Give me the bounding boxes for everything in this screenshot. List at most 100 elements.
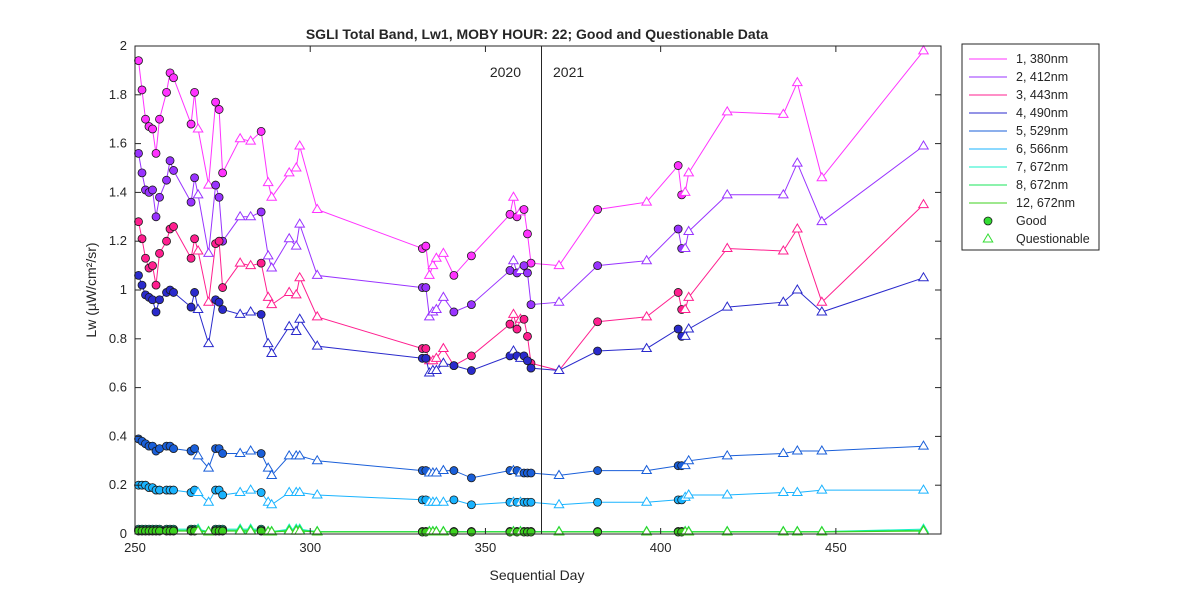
legend-label: 8, 672nm xyxy=(1016,178,1068,192)
questionable-point xyxy=(311,310,323,321)
good-point xyxy=(141,253,150,263)
good-point xyxy=(165,156,175,166)
good-point xyxy=(593,527,602,537)
questionable-point xyxy=(283,232,295,243)
questionable-point xyxy=(262,462,274,472)
questionable-point xyxy=(777,188,789,199)
questionable-point xyxy=(683,488,695,499)
questionable-point xyxy=(679,330,691,340)
questionable-point xyxy=(791,526,803,536)
questionable-point xyxy=(437,526,450,536)
y-tick-label: 1.2 xyxy=(109,233,127,248)
good-point xyxy=(141,114,150,124)
y-tick-label: 0.8 xyxy=(109,331,127,346)
x-tick-label: 450 xyxy=(825,540,847,555)
questionable-point xyxy=(641,526,653,536)
questionable-point xyxy=(311,526,323,536)
questionable-point xyxy=(234,486,246,497)
questionable-point xyxy=(290,162,302,172)
legend-questionable-marker xyxy=(982,233,994,243)
legend-label: Good xyxy=(1016,214,1047,228)
good-point xyxy=(148,261,157,271)
good-point xyxy=(169,166,178,175)
good-point xyxy=(155,192,164,202)
legend-label: 6, 566nm xyxy=(1016,142,1068,156)
questionable-point xyxy=(283,286,295,296)
good-point xyxy=(449,495,459,505)
questionable-point xyxy=(816,445,828,455)
questionable-point xyxy=(437,357,450,367)
questionable-point xyxy=(262,249,274,260)
questionable-point xyxy=(245,259,257,270)
good-point xyxy=(137,85,147,95)
questionable-point xyxy=(283,449,295,460)
legend-label: 2, 412nm xyxy=(1016,70,1068,84)
good-point xyxy=(467,366,476,375)
questionable-point xyxy=(777,447,789,457)
questionable-point xyxy=(290,325,302,335)
year-label-left: 2020 xyxy=(490,64,521,80)
y-tick-label: 0.6 xyxy=(109,380,127,395)
questionable-point xyxy=(683,526,695,536)
good-point xyxy=(523,229,532,239)
good-point xyxy=(162,236,171,246)
questionable-point xyxy=(262,291,274,301)
legend-box xyxy=(961,43,1100,251)
questionable-point xyxy=(679,303,691,314)
good-point xyxy=(593,261,602,271)
questionable-point xyxy=(777,486,789,497)
questionable-point xyxy=(917,440,930,450)
questionable-point xyxy=(816,215,828,226)
questionable-point xyxy=(507,308,520,318)
good-point xyxy=(467,473,476,483)
good-point xyxy=(155,248,164,258)
legend-label: 1, 380nm xyxy=(1016,52,1068,66)
good-point xyxy=(256,207,266,217)
questionable-point xyxy=(437,342,450,353)
good-point xyxy=(137,168,147,178)
questionable-point xyxy=(791,76,803,87)
questionable-point xyxy=(245,445,257,455)
questionable-point xyxy=(917,140,930,150)
good-point xyxy=(526,468,536,478)
questionable-point xyxy=(311,454,323,465)
good-point xyxy=(186,253,196,263)
questionable-point xyxy=(202,337,215,348)
good-point xyxy=(523,268,532,278)
y-tick-label: 0.4 xyxy=(109,428,127,443)
good-point xyxy=(673,161,683,170)
questionable-point xyxy=(234,257,246,267)
questionable-point xyxy=(234,210,246,221)
good-point xyxy=(449,361,459,371)
good-point xyxy=(526,527,536,537)
good-point xyxy=(593,497,602,507)
good-point xyxy=(190,87,199,97)
good-point xyxy=(256,126,266,136)
questionable-point xyxy=(683,225,695,235)
questionable-point xyxy=(816,296,828,306)
questionable-point xyxy=(202,526,215,536)
questionable-point xyxy=(202,179,215,189)
questionable-point xyxy=(777,108,789,118)
legend: 1, 380nm 2, 412nm 3, 443nm 4, 490nm 5, 529nm… xyxy=(961,43,1100,251)
chart-title: SGLI Total Band, Lw1, MOBY HOUR: 22; Goo… xyxy=(306,26,769,42)
questionable-point xyxy=(423,310,435,321)
questionable-point xyxy=(290,288,302,299)
questionable-point xyxy=(266,262,278,272)
questionable-point xyxy=(917,484,930,494)
y-tick-label: 1.6 xyxy=(109,136,127,151)
questionable-point xyxy=(266,347,278,357)
questionable-point xyxy=(311,203,323,213)
x-tick-label: 350 xyxy=(475,540,497,555)
questionable-point xyxy=(721,526,733,536)
questionable-point xyxy=(311,340,323,350)
questionable-point xyxy=(816,305,828,316)
questionable-point xyxy=(641,496,653,506)
good-point xyxy=(673,288,683,297)
legend-good-marker xyxy=(983,216,993,226)
questionable-point xyxy=(437,464,450,475)
good-point xyxy=(593,205,602,214)
good-point xyxy=(449,307,459,317)
good-point xyxy=(155,295,164,305)
questionable-point xyxy=(777,296,789,306)
